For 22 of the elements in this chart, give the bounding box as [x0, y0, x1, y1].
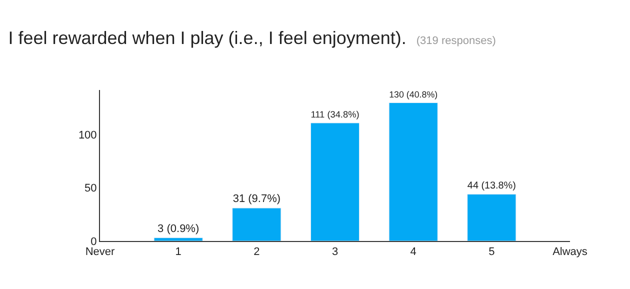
x-tick-label: 3 [332, 246, 338, 258]
x-tick-label: Always [552, 246, 588, 258]
chart-title: I feel rewarded when I play (i.e., I feel enjoyment). [8, 28, 406, 48]
x-tick-label: 4 [410, 246, 416, 258]
bar [154, 238, 203, 241]
bar [310, 122, 360, 241]
chart-subtitle: (319 responses) [416, 34, 496, 47]
bar [232, 208, 282, 241]
data-label: 130 (40.8%) [389, 89, 438, 100]
x-tick-label: Never [85, 246, 116, 258]
x-tick-label: 5 [488, 246, 495, 258]
data-label: 111 (34.8%) [310, 109, 360, 120]
x-tick-label: 2 [254, 246, 260, 258]
data-label: 44 (13.8%) [467, 180, 516, 192]
y-tick-label: 0 [90, 236, 97, 248]
y-tick-label: 100 [78, 130, 97, 142]
data-label: 31 (9.7%) [232, 193, 281, 206]
data-label: 3 (0.9%) [158, 222, 200, 235]
x-tick-label: 1 [175, 246, 182, 258]
bar [467, 194, 516, 241]
bar [388, 102, 438, 241]
y-tick-label: 50 [84, 182, 97, 195]
